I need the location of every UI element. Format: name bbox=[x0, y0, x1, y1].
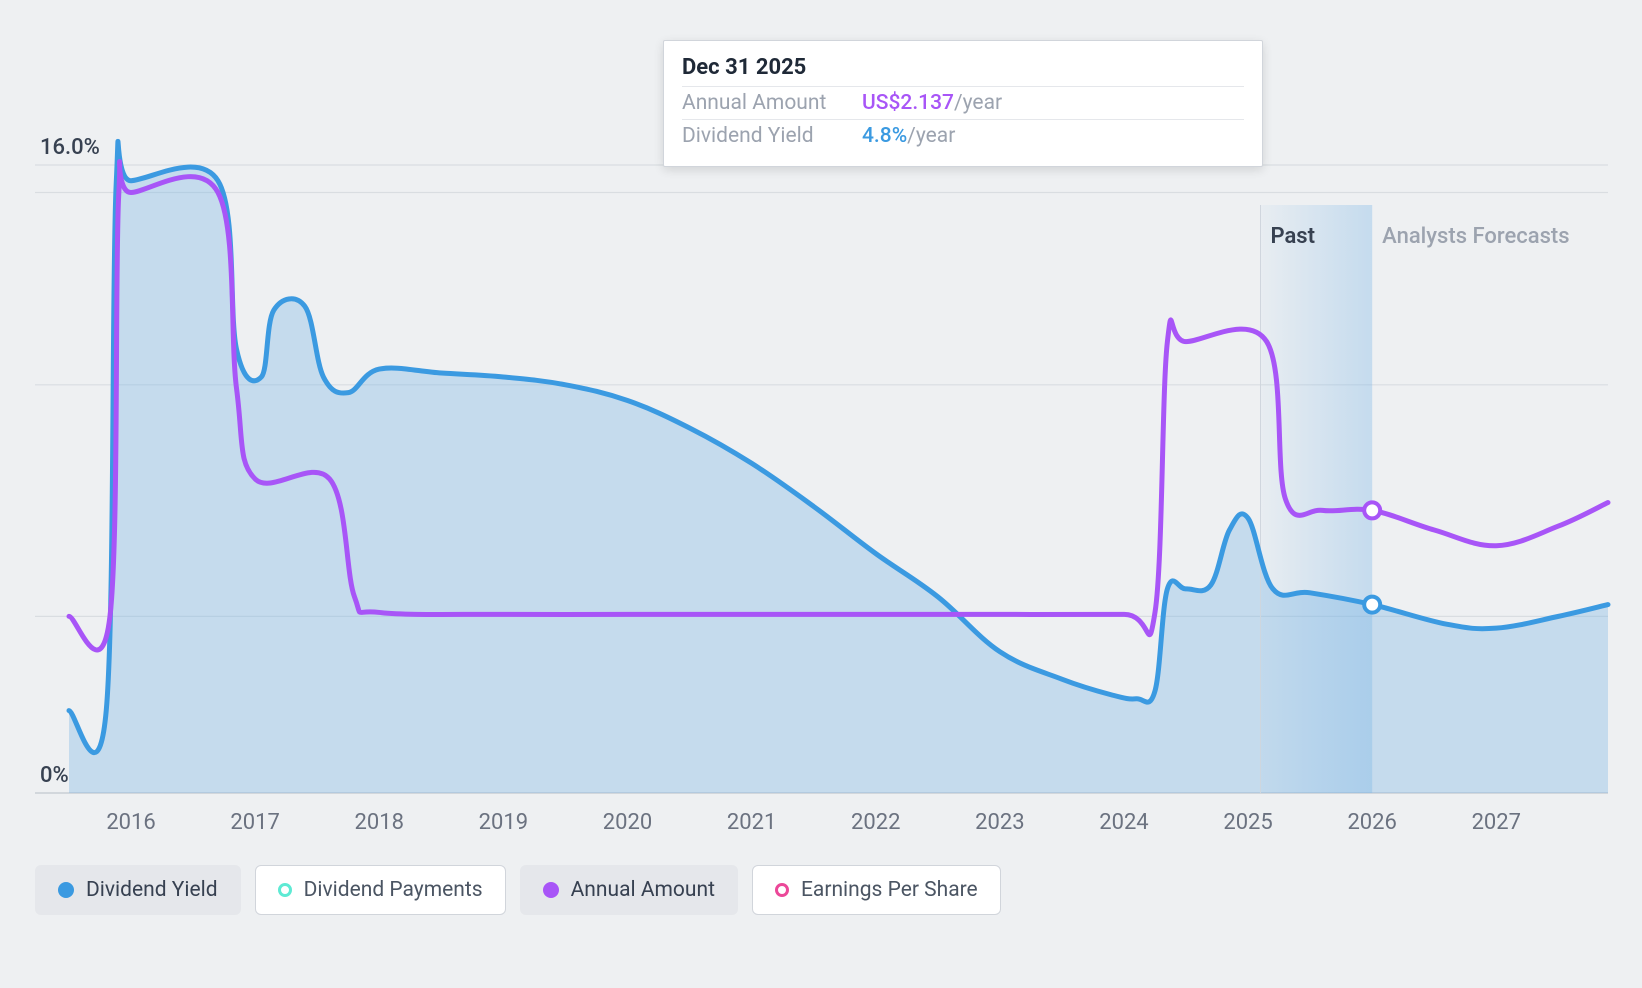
tooltip-value: US$2.137 bbox=[862, 91, 954, 115]
legend-label: Dividend Payments bbox=[304, 878, 483, 902]
tooltip-row-yield: Dividend Yield 4.8%/year bbox=[682, 120, 1244, 152]
x-axis-label: 2016 bbox=[106, 810, 155, 835]
tooltip-date: Dec 31 2025 bbox=[682, 55, 1244, 87]
x-axis-label: 2021 bbox=[727, 810, 776, 835]
x-axis-label: 2019 bbox=[479, 810, 528, 835]
x-axis-label: 2020 bbox=[603, 810, 652, 835]
x-axis-label: 2024 bbox=[1099, 810, 1148, 835]
legend-swatch-icon bbox=[543, 882, 559, 898]
x-axis-label: 2025 bbox=[1223, 810, 1272, 835]
x-axis-label: 2022 bbox=[851, 810, 900, 835]
legend-swatch-icon bbox=[775, 883, 789, 897]
tooltip-row-annual: Annual Amount US$2.137/year bbox=[682, 87, 1244, 120]
past-label: Past bbox=[1270, 224, 1315, 249]
legend-swatch-icon bbox=[278, 883, 292, 897]
legend-swatch-icon bbox=[58, 882, 74, 898]
tooltip-key: Dividend Yield bbox=[682, 124, 862, 148]
tooltip-unit: /year bbox=[954, 91, 1002, 115]
hover-tooltip: Dec 31 2025 Annual Amount US$2.137/year … bbox=[663, 40, 1263, 167]
tooltip-unit: /year bbox=[907, 124, 955, 148]
legend-label: Annual Amount bbox=[571, 878, 715, 902]
x-axis-label: 2026 bbox=[1347, 810, 1396, 835]
legend-item-dividend-yield[interactable]: Dividend Yield bbox=[35, 865, 241, 915]
legend-label: Dividend Yield bbox=[86, 878, 218, 902]
tooltip-value: 4.8% bbox=[862, 124, 907, 148]
x-axis-label: 2017 bbox=[230, 810, 279, 835]
legend-item-dividend-payments[interactable]: Dividend Payments bbox=[255, 865, 506, 915]
x-axis-label: 2027 bbox=[1472, 810, 1521, 835]
dividend-chart: Dec 31 2025 Annual Amount US$2.137/year … bbox=[0, 0, 1642, 988]
y-axis-label: 16.0% bbox=[40, 135, 100, 160]
tooltip-key: Annual Amount bbox=[682, 91, 862, 115]
legend-label: Earnings Per Share bbox=[801, 878, 978, 902]
legend-item-earnings-per-share[interactable]: Earnings Per Share bbox=[752, 865, 1001, 915]
forecast-label: Analysts Forecasts bbox=[1382, 224, 1569, 249]
legend: Dividend Yield Dividend Payments Annual Am… bbox=[35, 865, 1001, 915]
x-axis-label: 2023 bbox=[975, 810, 1024, 835]
x-axis-label: 2018 bbox=[355, 810, 404, 835]
y-axis-label: 0% bbox=[40, 763, 69, 788]
legend-item-annual-amount[interactable]: Annual Amount bbox=[520, 865, 738, 915]
